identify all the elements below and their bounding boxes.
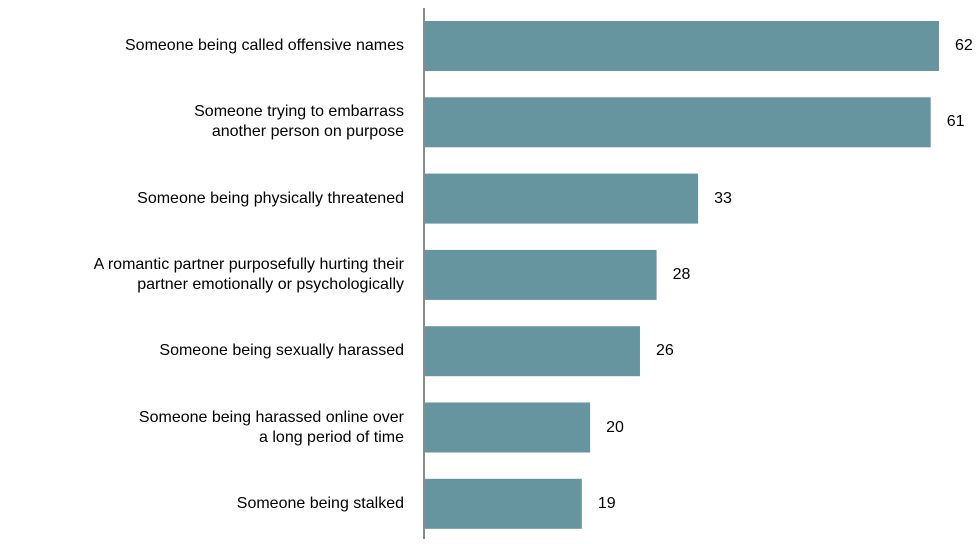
category-label-2: Someone being physically threatened (0, 189, 404, 209)
bar-5 (424, 402, 591, 453)
category-label-2-line-0: Someone being physically threatened (137, 189, 404, 207)
category-label-1-line-0: Someone trying to embarrass (194, 103, 404, 121)
category-label-6: Someone being stalked (0, 494, 404, 514)
category-label-4-line-0: Someone being sexually harassed (159, 342, 404, 360)
category-label-5-line-1: a long period of time (259, 428, 404, 446)
category-label-3-line-1: partner emotionally or psychologically (137, 275, 404, 293)
category-label-0-line-0: Someone being called offensive names (125, 37, 404, 54)
category-label-6-line-0: Someone being stalked (236, 494, 404, 512)
category-label-0: Someone being called offensive names (0, 36, 404, 56)
bar-6 (424, 478, 582, 529)
bar-2 (424, 173, 699, 224)
category-label-5: Someone being harassed online over a long… (0, 408, 404, 448)
bar-0 (424, 21, 939, 71)
category-label-1-line-1: another person on purpose (211, 123, 404, 141)
data-label-2: 33 (714, 189, 732, 207)
data-label-3: 28 (672, 265, 691, 283)
category-label-5-line-0: Someone being harassed online over (138, 408, 404, 426)
bar-1 (424, 97, 931, 148)
bar-3 (424, 249, 657, 300)
category-label-4: Someone being sexually harassed (0, 341, 404, 361)
category-label-3-line-0: A romantic partner purposefully hurting … (93, 255, 404, 273)
data-label-0: 62 (955, 37, 973, 54)
data-label-6: 19 (597, 494, 616, 512)
bar-4 (424, 326, 640, 377)
data-label-1: 61 (946, 113, 965, 131)
data-label-5: 20 (606, 418, 624, 436)
category-label-3: A romantic partner purposefully hurting … (0, 255, 404, 295)
data-label-4: 26 (655, 342, 674, 360)
category-label-1: Someone trying to embarrass another perso… (0, 102, 404, 142)
